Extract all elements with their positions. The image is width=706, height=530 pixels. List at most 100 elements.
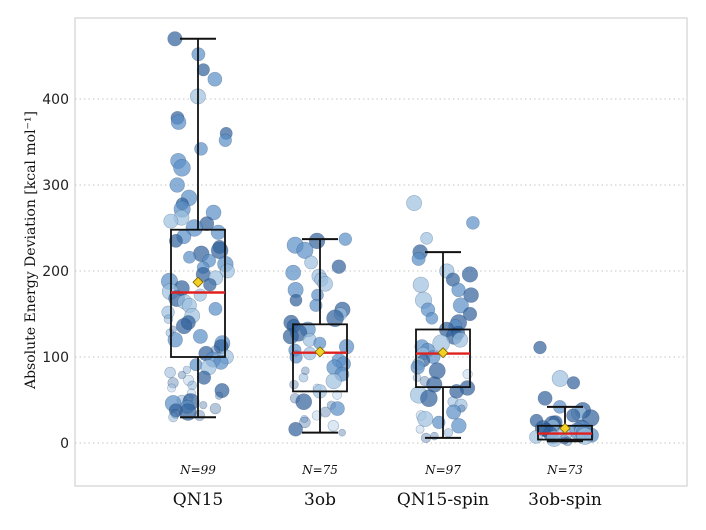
data-point-QN15-47	[175, 317, 193, 335]
y-ticks: 0 100 200 300 400	[42, 92, 69, 452]
data-point-QN15-spin-6	[461, 266, 479, 283]
boxes	[170, 37, 593, 443]
data-point-QN15-16	[205, 204, 222, 221]
data-point-QN15-66	[167, 377, 179, 389]
data-point-QN15-71	[215, 391, 224, 400]
mean-marker-3ob-spin	[559, 422, 571, 434]
data-point-3ob-38	[332, 389, 343, 400]
data-point-QN15-64	[196, 370, 212, 385]
data-point-QN15-spin-1	[466, 216, 480, 230]
y-tick-label-0: 0	[60, 436, 69, 452]
data-point-3ob-spin-3	[537, 390, 553, 406]
data-point-QN15-spin-42	[446, 404, 462, 420]
data-point-3ob-42	[330, 401, 345, 416]
data-point-QN15-spin-10	[463, 287, 479, 303]
data-point-QN15-spin-8	[412, 276, 429, 293]
data-point-QN15-35	[203, 278, 217, 292]
data-point-QN15-spin-12	[452, 297, 469, 314]
data-point-QN15-0	[167, 31, 183, 47]
data-point-QN15-82	[194, 410, 206, 421]
category-label-QN15: QN15	[173, 490, 223, 510]
y-tick-label-400: 400	[42, 92, 69, 108]
data-point-3ob-3	[296, 241, 314, 259]
data-point-QN15-21	[210, 224, 226, 240]
data-point-QN15-spin-45	[432, 415, 446, 429]
data-point-3ob-5	[331, 259, 347, 274]
data-point-3ob-16	[326, 309, 344, 328]
data-point-3ob-1	[308, 232, 326, 250]
y-tick-label-300: 300	[42, 178, 69, 194]
data-point-QN15-spin-2	[420, 231, 433, 245]
y-axis-label: Absolute Energy Deviation [kcal mol⁻¹]	[23, 111, 39, 390]
data-point-3ob-spin-0	[533, 340, 547, 355]
data-point-QN15-67	[187, 380, 197, 391]
mean-marker-QN15-spin	[437, 347, 449, 359]
data-point-QN15-11	[173, 159, 191, 177]
data-point-3ob-4	[304, 255, 319, 270]
data-point-3ob-13	[309, 298, 323, 312]
data-point-3ob-9	[317, 276, 333, 292]
category-label-3ob-spin: 3ob-spin	[528, 490, 602, 510]
data-point-QN15-spin-32	[412, 373, 422, 382]
data-point-QN15-spin-14	[462, 306, 478, 322]
data-point-3ob-spin-7	[566, 408, 581, 423]
data-point-QN15-spin-21	[452, 332, 469, 348]
box-3ob	[292, 323, 348, 393]
data-point-QN15-31	[220, 263, 235, 279]
data-points	[160, 31, 600, 447]
data-point-3ob-6	[285, 264, 301, 281]
data-point-QN15-50	[192, 328, 208, 344]
data-point-3ob-47	[327, 420, 340, 432]
n-label-3ob: N=75	[301, 463, 338, 477]
data-point-QN15-spin-0	[406, 195, 423, 211]
data-point-QN15-38	[193, 288, 207, 302]
data-point-3ob-spin-1	[551, 370, 569, 387]
data-point-QN15-78	[209, 402, 222, 415]
data-point-QN15-61	[182, 365, 192, 375]
data-point-QN15-12	[169, 177, 185, 193]
data-point-QN15-69	[214, 383, 230, 398]
data-point-3ob-21	[282, 328, 299, 345]
data-point-3ob-33	[298, 372, 309, 383]
data-point-QN15-spin-9	[451, 282, 466, 298]
data-point-QN15-23	[169, 234, 183, 248]
data-point-QN15-spin-38	[420, 389, 438, 408]
data-point-QN15-spin-47	[415, 424, 425, 434]
data-point-QN15-27	[183, 250, 196, 264]
data-point-QN15-spin-29	[410, 360, 425, 375]
data-point-QN15-63	[177, 370, 187, 380]
mean-marker-3ob	[314, 346, 326, 358]
data-point-QN15-62	[164, 366, 176, 379]
data-point-QN15-spin-48	[443, 428, 454, 438]
data-point-QN15-spin-30	[428, 362, 446, 380]
n-label-3ob-spin: N=73	[546, 463, 583, 477]
data-point-QN15-68	[167, 383, 177, 393]
data-point-3ob-35	[289, 379, 299, 390]
data-point-QN15-spin-49	[430, 431, 439, 441]
box-QN15-spin	[415, 328, 471, 389]
data-point-QN15-spin-44	[417, 410, 434, 427]
category-label-3ob: 3ob	[304, 490, 336, 510]
data-point-QN15-spin-31	[462, 369, 473, 380]
n-label-QN15: N=99	[179, 463, 216, 477]
data-point-QN15-25	[210, 241, 229, 260]
x-labels: N=99 QN15 N=75 3ob N=97 QN15-spin N=73 3ob-spin	[173, 463, 602, 510]
data-point-QN15-2	[196, 63, 210, 77]
mean-marker-QN15	[192, 276, 204, 288]
y-tick-label-200: 200	[42, 264, 69, 280]
y-tick-label-100: 100	[42, 350, 69, 366]
data-point-3ob-0	[338, 232, 352, 246]
data-point-3ob-45	[300, 414, 309, 423]
data-point-QN15-83	[168, 412, 179, 423]
data-point-3ob-48	[288, 421, 303, 437]
data-point-QN15-42	[208, 301, 223, 316]
data-point-3ob-46	[299, 416, 311, 429]
data-point-QN15-59	[189, 358, 203, 372]
data-point-QN15-9	[194, 142, 208, 156]
data-point-3ob-34	[325, 373, 342, 390]
n-label-QN15-spin: N=97	[424, 463, 461, 477]
data-point-QN15-8	[218, 133, 232, 147]
category-label-QN15-spin: QN15-spin	[397, 490, 489, 510]
data-point-3ob-49	[338, 428, 346, 437]
